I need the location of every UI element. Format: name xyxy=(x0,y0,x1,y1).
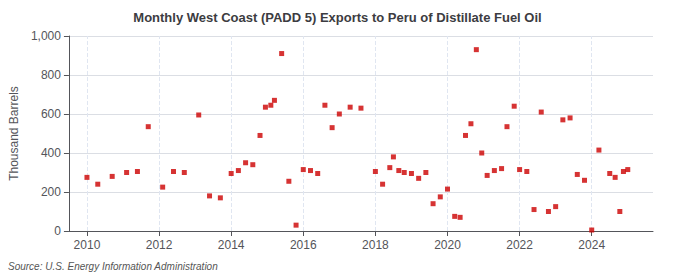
svg-text:Source: U.S. Energy Informatio: Source: U.S. Energy Information Administ… xyxy=(8,261,218,272)
svg-text:Monthly West Coast (PADD 5) Ex: Monthly West Coast (PADD 5) Exports to P… xyxy=(133,10,541,25)
svg-text:Thousand Barrels: Thousand Barrels xyxy=(7,86,21,181)
svg-text:600: 600 xyxy=(41,107,61,121)
svg-text:2022: 2022 xyxy=(506,238,533,252)
svg-text:2012: 2012 xyxy=(146,238,173,252)
svg-text:0: 0 xyxy=(54,224,61,238)
svg-text:2020: 2020 xyxy=(434,238,461,252)
svg-text:400: 400 xyxy=(41,146,61,160)
svg-text:2018: 2018 xyxy=(362,238,389,252)
svg-text:2024: 2024 xyxy=(578,238,605,252)
svg-text:800: 800 xyxy=(41,68,61,82)
svg-text:2010: 2010 xyxy=(74,238,101,252)
svg-text:2016: 2016 xyxy=(290,238,317,252)
svg-text:2014: 2014 xyxy=(218,238,245,252)
svg-text:1,000: 1,000 xyxy=(31,29,61,43)
svg-text:200: 200 xyxy=(41,185,61,199)
